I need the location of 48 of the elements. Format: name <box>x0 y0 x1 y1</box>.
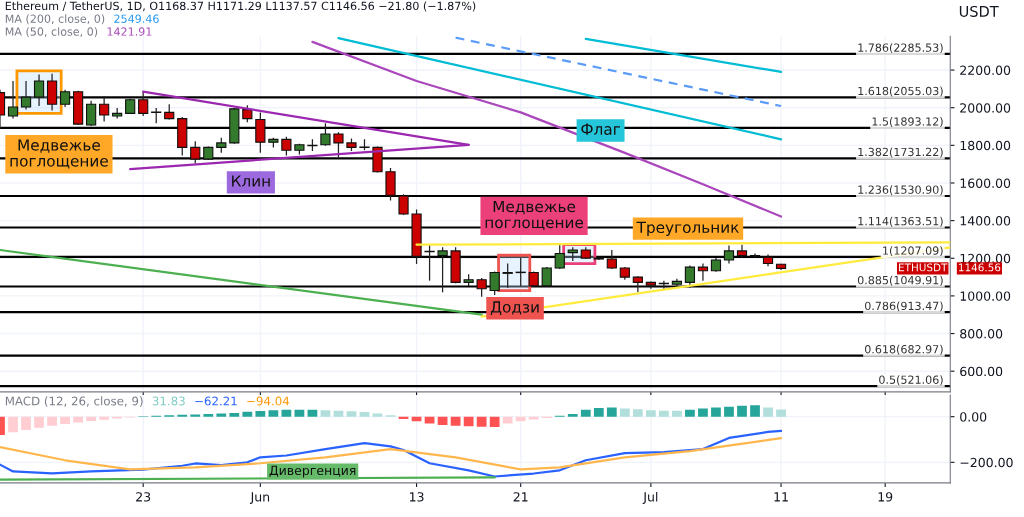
annotation: Медвежье поглощение <box>485 200 584 231</box>
y-tick-label: 600.00 <box>960 366 1003 377</box>
x-tick-label: Jun <box>249 492 270 504</box>
annotation: Додзи <box>490 301 539 315</box>
annotation: Медвежье поглощение <box>10 139 108 169</box>
x-tick-label: 23 <box>136 492 151 502</box>
ref-line-label: 1(1207.09) <box>883 246 943 257</box>
y-tick-label: 1600.00 <box>960 178 1011 188</box>
chart-title: Ethereum / TetherUS, 1D, O1168.37 H1171.29 L1137.57 C1146.56 −21.80 (−1.87%) <box>5 1 476 12</box>
x-tick-label: Jul <box>642 491 658 504</box>
annotation: 31.83 <box>152 396 185 406</box>
y-tick-label: −200.00 <box>960 457 1013 468</box>
y-tick-label: 800.00 <box>960 329 1003 339</box>
annotation: Флаг <box>581 123 620 135</box>
x-tick-label: 21 <box>513 492 528 502</box>
x-tick-label: 19 <box>878 492 893 502</box>
ref-line-label: 1.382(1731.22) <box>858 147 943 158</box>
y-tick-label: 1400.00 <box>960 216 1011 226</box>
text: 1421.91 <box>107 27 152 36</box>
text: USDT <box>959 5 999 17</box>
x-tick-label: 11 <box>774 492 788 502</box>
annotation: −62.21 <box>195 396 237 406</box>
y-tick-label: 2200.00 <box>960 65 1011 75</box>
annotation: Дивергенция <box>269 465 356 478</box>
annotation: MACD (12, 26, close, 9) <box>5 396 143 407</box>
y-tick-label: 1200.00 <box>960 253 1011 264</box>
annotation: ETHUSDT <box>899 263 948 272</box>
ref-line-label: 1.618(2055.03) <box>858 86 943 97</box>
ref-line-label: 1.786(2285.53) <box>858 43 943 54</box>
y-tick-label: 1000.00 <box>960 291 1011 301</box>
x-tick-label: 13 <box>409 492 424 502</box>
ref-line-label: 0.5(521.06) <box>879 375 943 386</box>
ref-line-label: 0.885(1049.91) <box>857 275 943 286</box>
y-tick-label: 2000.00 <box>960 103 1011 113</box>
text: MA (200, close, 0) <box>5 14 105 25</box>
ref-line-label: 1.114(1363.51) <box>858 216 943 227</box>
y-tick-label: 0.00 <box>960 412 987 422</box>
y-tick-label: 1800.00 <box>960 140 1011 151</box>
ref-line-label: 0.618(682.97) <box>865 344 943 355</box>
annotation: −94.04 <box>247 396 290 406</box>
annotation: Клин <box>232 175 270 187</box>
annotation: MA (50, close, 0) <box>5 27 98 38</box>
ref-line-label: 0.786(913.47) <box>865 301 943 312</box>
text: 1146.56 <box>959 263 1001 272</box>
ref-line-label: 1.236(1530.90) <box>858 185 943 196</box>
text: 2549.46 <box>114 14 159 23</box>
ref-line-label: 1.5(1893.12) <box>872 117 943 127</box>
annotation: Треугольник <box>636 221 739 237</box>
